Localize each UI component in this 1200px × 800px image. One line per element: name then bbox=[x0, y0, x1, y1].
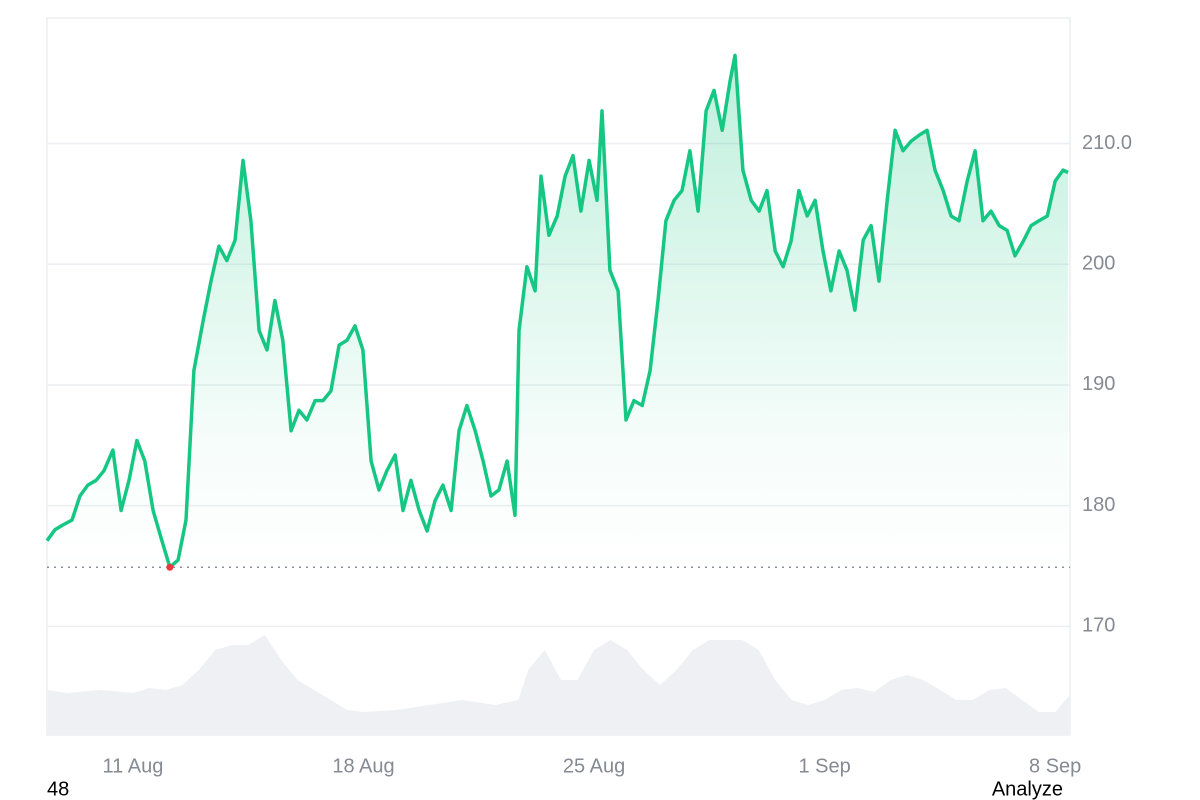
analyze-button[interactable]: Analyze bbox=[992, 778, 1063, 800]
x-tick-label: 18 Aug bbox=[332, 755, 394, 777]
y-tick-label: 180 bbox=[1082, 494, 1115, 516]
x-tick-label: 1 Sep bbox=[798, 755, 850, 777]
x-tick-label: 8 Sep bbox=[1029, 755, 1081, 777]
low-point bbox=[166, 563, 174, 571]
volume-area bbox=[47, 635, 1070, 735]
y-tick-label: 190 bbox=[1082, 373, 1115, 395]
y-tick-label: 200 bbox=[1082, 253, 1115, 275]
y-tick-label: 210.0 bbox=[1082, 132, 1132, 154]
price-area bbox=[47, 55, 1068, 568]
x-tick-label: 25 Aug bbox=[563, 755, 625, 777]
y-tick-label: 170 bbox=[1082, 615, 1115, 637]
price-line bbox=[45, 53, 1069, 569]
x-tick-label: 11 Aug bbox=[103, 755, 164, 777]
footer-label: 48 bbox=[47, 778, 69, 800]
